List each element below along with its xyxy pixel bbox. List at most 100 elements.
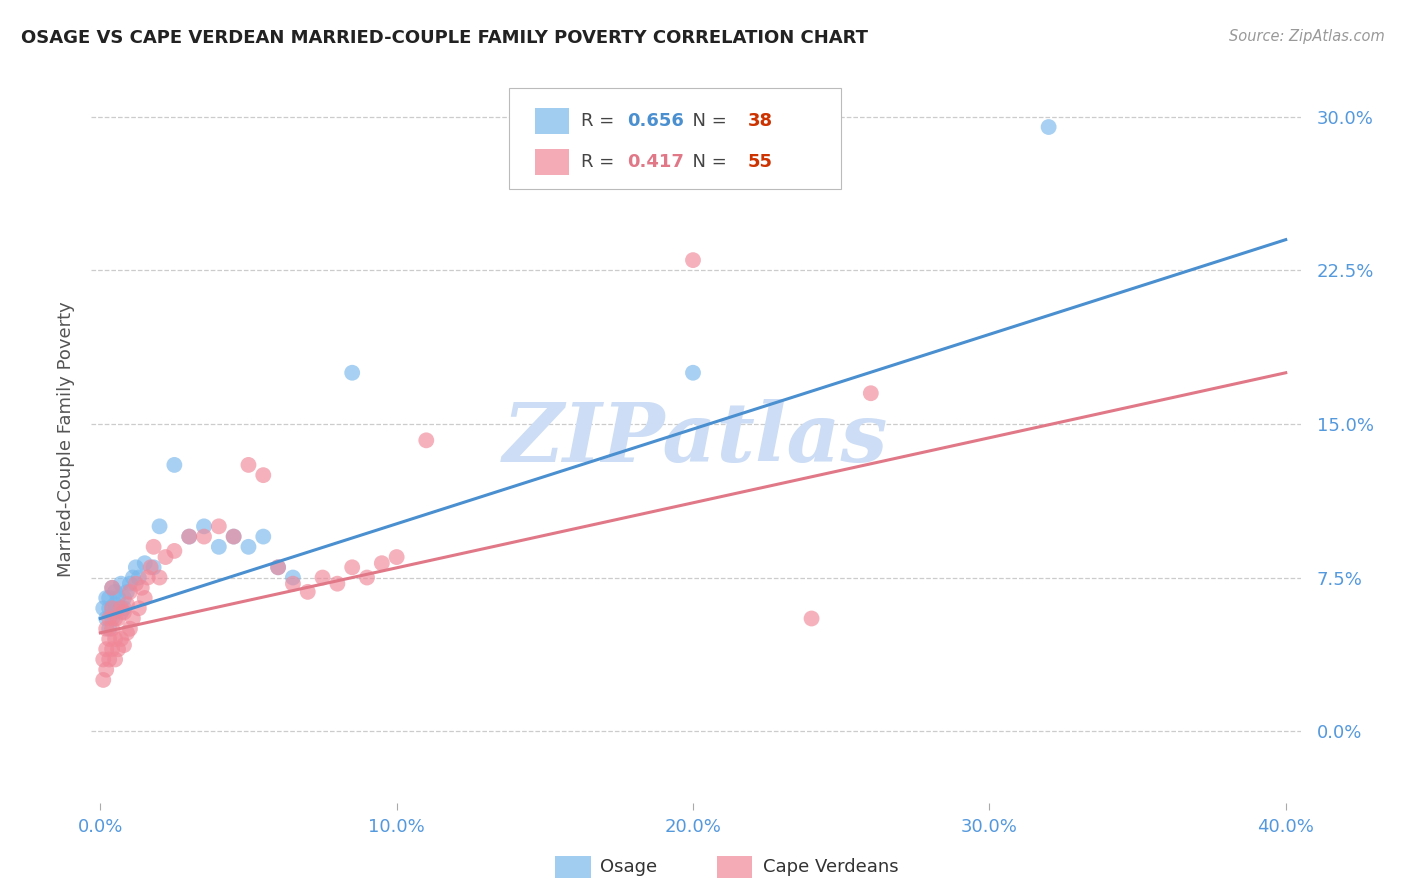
Point (281, 570, 304, 584)
Point (163, 544, 186, 558)
Point (98, 652, 121, 666)
Point (179, 530, 201, 544)
Point (101, 642, 124, 657)
Point (98, 591, 121, 605)
Text: R =: R = (581, 112, 620, 130)
Point (340, 366, 363, 380)
Point (415, 434, 437, 448)
Point (142, 540, 165, 554)
Point (104, 632, 127, 646)
Point (112, 638, 135, 652)
Point (682, 253, 704, 268)
FancyBboxPatch shape (536, 149, 569, 176)
Point (104, 611, 127, 625)
Point (148, 519, 170, 533)
Point (110, 605, 132, 619)
Point (98, 632, 121, 646)
Point (110, 632, 132, 646)
Text: Cape Verdeans: Cape Verdeans (763, 858, 898, 876)
Point (163, 458, 186, 472)
Point (125, 576, 148, 591)
Point (118, 576, 141, 591)
Text: OSAGE VS CAPE VERDEAN MARRIED-COUPLE FAMILY POVERTY CORRELATION CHART: OSAGE VS CAPE VERDEAN MARRIED-COUPLE FAM… (21, 29, 868, 46)
Point (118, 622, 141, 636)
Point (125, 560, 148, 574)
Point (267, 560, 290, 574)
Point (98, 611, 121, 625)
Point (112, 591, 135, 605)
Point (340, 560, 363, 574)
Point (107, 591, 129, 605)
Point (96, 663, 118, 677)
Point (682, 366, 704, 380)
Point (104, 605, 127, 619)
Point (118, 585, 141, 599)
Point (115, 585, 138, 599)
Text: N =: N = (682, 112, 733, 130)
Point (115, 597, 138, 611)
Point (101, 622, 124, 636)
Point (311, 570, 333, 584)
FancyBboxPatch shape (717, 856, 752, 878)
Point (134, 591, 156, 605)
Point (112, 605, 135, 619)
Point (371, 556, 394, 570)
Point (136, 570, 159, 584)
Point (104, 652, 127, 666)
Point (98, 622, 121, 636)
Point (98, 601, 121, 615)
Point (128, 570, 150, 584)
Point (91, 601, 114, 615)
Point (385, 550, 408, 565)
Point (267, 560, 290, 574)
Point (96, 591, 118, 605)
Point (208, 519, 231, 533)
Point (139, 560, 162, 574)
FancyBboxPatch shape (555, 856, 591, 878)
Point (859, 386, 882, 401)
Point (281, 576, 304, 591)
Point (107, 601, 129, 615)
Point (252, 468, 274, 483)
Point (101, 601, 124, 615)
Point (297, 585, 319, 599)
Text: 0.656: 0.656 (627, 112, 683, 130)
Point (107, 611, 129, 625)
Point (179, 530, 201, 544)
Point (112, 601, 135, 615)
Point (101, 581, 124, 595)
Point (238, 540, 260, 554)
Text: 55: 55 (748, 153, 773, 171)
Text: ZIPatlas: ZIPatlas (503, 400, 889, 479)
Point (110, 601, 132, 615)
Point (356, 570, 378, 584)
Point (142, 560, 165, 574)
Point (134, 556, 156, 570)
Point (222, 530, 245, 544)
Text: Source: ZipAtlas.com: Source: ZipAtlas.com (1229, 29, 1385, 44)
Point (96, 622, 118, 636)
Text: R =: R = (581, 153, 620, 171)
Point (131, 581, 153, 595)
Point (104, 597, 127, 611)
Point (96, 642, 118, 657)
Point (104, 585, 127, 599)
Point (1038, 120, 1060, 134)
Point (96, 611, 118, 625)
Point (128, 601, 150, 615)
Point (193, 530, 215, 544)
Point (110, 576, 132, 591)
Point (91, 673, 114, 687)
Point (208, 540, 231, 554)
FancyBboxPatch shape (509, 88, 841, 188)
Text: Osage: Osage (600, 858, 658, 876)
Point (122, 570, 145, 584)
Text: 38: 38 (748, 112, 773, 130)
Point (238, 458, 260, 472)
Point (148, 570, 170, 584)
Point (101, 581, 124, 595)
Y-axis label: Married-Couple Family Poverty: Married-Couple Family Poverty (56, 301, 75, 577)
Text: 0.417: 0.417 (627, 153, 683, 171)
Point (107, 642, 129, 657)
Point (91, 652, 114, 666)
